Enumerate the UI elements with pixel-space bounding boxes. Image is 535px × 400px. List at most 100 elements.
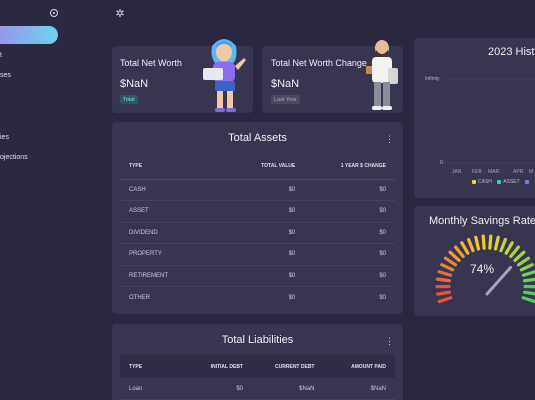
month-label: FEB <box>472 169 482 175</box>
logo-icon[interactable] <box>50 9 58 17</box>
history-zero-label: 0 <box>440 160 443 166</box>
gauge-tick <box>448 250 461 262</box>
asset-type: DIVIDEND <box>120 222 244 244</box>
liability-current: $NaN <box>252 378 324 400</box>
sidebar: t ses ies ojections <box>0 0 68 400</box>
legend-swatch <box>497 179 502 184</box>
month-label: JAN <box>452 169 462 175</box>
savings-rate-card: Monthly Savings Rate 74% <box>414 206 535 316</box>
asset-total: $0 <box>243 243 305 266</box>
month-label: APR <box>513 169 524 175</box>
gauge-tick <box>513 250 526 262</box>
asset-change: $0 <box>304 222 395 244</box>
gauge-tick <box>504 241 514 255</box>
asset-total: $0 <box>243 179 305 201</box>
asset-type: RETIREMENT <box>120 265 244 287</box>
liabilities-col-current: CURRENT DEBT <box>252 355 324 378</box>
legend-item-cash[interactable]: CASH <box>472 179 492 185</box>
asset-change: $0 <box>304 179 395 201</box>
history-y-label: Infinity <box>425 76 440 82</box>
table-row: CASH $0 $0 <box>120 179 395 201</box>
asset-change: $0 <box>304 243 395 266</box>
asset-type: CASH <box>120 179 244 201</box>
gauge-tick <box>443 256 458 267</box>
legend-swatch <box>472 179 476 184</box>
liabilities-col-initial: INITIAL DEBT <box>188 355 252 378</box>
sidebar-item-label-2[interactable]: ses <box>0 72 11 79</box>
woman-laptop-illustration <box>203 39 246 112</box>
legend-swatch <box>525 179 529 184</box>
gauge-tick <box>454 245 465 259</box>
assets-col-total: TOTAL VALUE <box>243 154 305 180</box>
liability-paid: $NaN <box>323 378 395 400</box>
sidebar-active-item[interactable] <box>0 26 58 44</box>
gauge-tick <box>521 296 535 304</box>
total-assets-title: Total Assets <box>228 132 287 144</box>
liabilities-table: TYPE INITIAL DEBT CURRENT DEBT AMOUNT PA… <box>120 355 395 400</box>
asset-type: ASSET <box>120 200 244 223</box>
gauge-tick <box>466 237 475 253</box>
legend-item-asset[interactable]: ASSET <box>497 179 520 185</box>
legend-item-3[interactable] <box>525 179 531 185</box>
gauge-tick <box>440 263 455 272</box>
gauge-tick <box>435 277 451 283</box>
liabilities-col-type: TYPE <box>120 355 189 378</box>
net-worth-change-title: Total Net Worth Change <box>271 58 367 68</box>
liabilities-more-icon[interactable]: ⋮ <box>385 336 394 346</box>
gauge-tick <box>437 270 453 277</box>
gauge-tick <box>521 270 535 277</box>
asset-change: $0 <box>304 265 395 287</box>
savings-rate-value: 74% <box>470 262 495 276</box>
total-assets-card: Total Assets ⋮ TYPE TOTAL VALUE 1 YEAR $… <box>112 122 403 314</box>
gauge-tick <box>519 263 534 272</box>
gauge-tick <box>523 277 535 283</box>
gauge-tick <box>516 256 531 267</box>
net-worth-title: Total Net Worth <box>120 58 182 68</box>
net-worth-change-value: $NaN <box>271 78 300 90</box>
sidebar-item-label-3[interactable]: ies <box>0 134 9 141</box>
asset-type: PROPERTY <box>120 243 244 266</box>
net-worth-change-card: Total Net Worth Change $NaN Last Year <box>262 39 403 113</box>
month-label: MAR <box>488 169 500 175</box>
gauge-tick <box>493 235 500 251</box>
table-row: DIVIDEND $0 $0 <box>120 222 395 244</box>
assets-more-icon[interactable]: ⋮ <box>385 134 394 144</box>
savings-rate-title: Monthly Savings Rate <box>429 215 535 227</box>
asset-type: OTHER <box>129 294 150 301</box>
table-row: ASSET $0 $0 <box>120 200 395 223</box>
total-liabilities-card: Total Liabilities ⋮ TYPE INITIAL DEBT CU… <box>112 324 403 400</box>
man-illustration <box>366 39 398 110</box>
asset-total: $0 <box>243 200 305 223</box>
liability-type: Loan <box>120 378 189 400</box>
gauge-tick <box>509 245 520 259</box>
gauge-tick <box>522 290 535 296</box>
asset-change: $0 <box>304 200 395 223</box>
sidebar-item-label-1[interactable]: t <box>0 52 2 59</box>
history-chart-title: 2023 Hist <box>488 46 535 58</box>
gauge-tick <box>481 234 486 250</box>
settings-icon[interactable]: ✲ <box>115 8 125 20</box>
table-row: PROPERTY $0 $0 <box>120 243 395 266</box>
net-worth-value: $NaN <box>120 78 149 90</box>
assets-col-change: 1 YEAR $ CHANGE <box>304 154 395 180</box>
table-row: Loan $0 $NaN $NaN <box>120 378 395 400</box>
net-worth-badge: Total <box>120 95 138 104</box>
history-chart-card: 2023 Hist Infinity 0 JAN FEB MAR APR M C… <box>414 38 535 198</box>
assets-table: TYPE TOTAL VALUE 1 YEAR $ CHANGE CASH $0… <box>120 154 395 308</box>
assets-col-type: TYPE <box>120 154 244 180</box>
history-legend: CASH ASSET <box>472 179 531 185</box>
gauge-tick <box>474 235 481 251</box>
table-row: OTHER $0 $0 <box>120 287 395 309</box>
legend-label: ASSET <box>503 179 520 185</box>
asset-total: $0 <box>243 265 305 287</box>
asset-total: $0 <box>243 222 305 244</box>
gauge-tick <box>436 290 452 296</box>
table-row: RETIREMENT $0 $0 <box>120 265 395 287</box>
liability-initial: $0 <box>188 378 252 400</box>
history-chart-gridlines <box>444 78 535 164</box>
sidebar-item-label-4[interactable]: ojections <box>0 154 28 161</box>
total-liabilities-title: Total Liabilities <box>221 334 294 346</box>
gauge-tick <box>499 237 508 253</box>
asset-change: $0 <box>379 294 386 301</box>
